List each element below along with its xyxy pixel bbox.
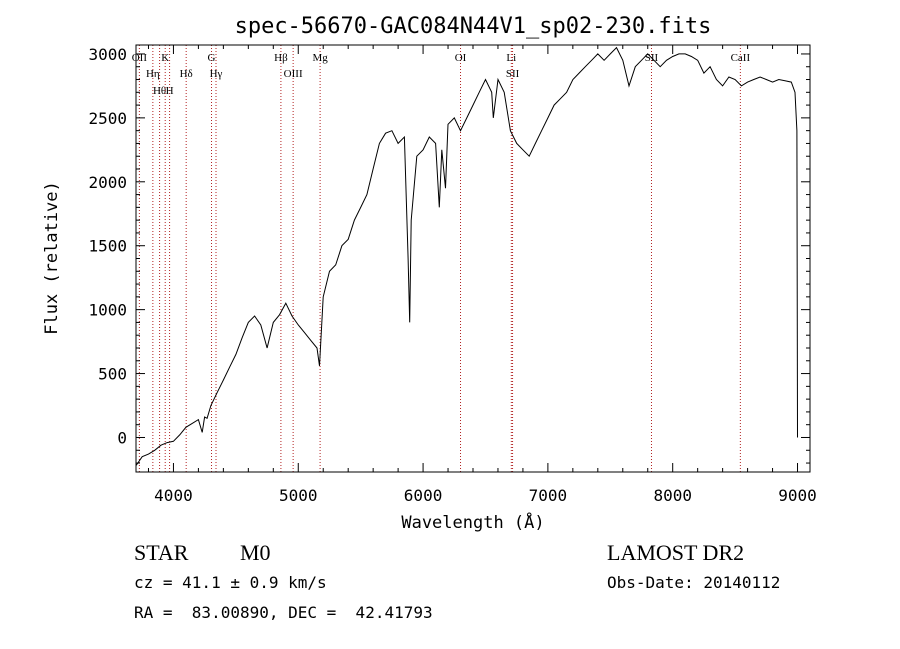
- y-tick-label: 1000: [88, 301, 127, 320]
- line-marker-label-15: CaII: [731, 52, 751, 64]
- spectral-subclass: M0: [240, 540, 271, 565]
- line-marker-label-4: K: [161, 52, 169, 64]
- y-tick-label: 0: [117, 428, 127, 447]
- redshift-velocity: cz = 41.1 ± 0.9 km/s: [134, 573, 327, 592]
- chart-title: spec-56670-GAC084N44V1_sp02-230.fits: [235, 14, 712, 39]
- x-tick-label: 4000: [154, 486, 193, 505]
- x-axis: 4000 5000 6000 7000 8000 9000: [147, 45, 817, 505]
- line-marker-label-7: G: [208, 52, 216, 64]
- x-axis-label: Wavelength (Å): [401, 511, 544, 533]
- x-tick-label: 8000: [653, 486, 692, 505]
- y-tick-label: 500: [98, 365, 127, 384]
- line-marker-label-9: OIII: [284, 68, 303, 80]
- x-tick-label: 7000: [529, 486, 568, 505]
- y-axis-label: Flux (relative): [42, 181, 62, 335]
- line-marker-label-12: SII: [506, 68, 520, 80]
- y-axis: 0 500 1000 1500 2000 2500 3000: [88, 45, 810, 464]
- plot-frame: [135, 44, 811, 473]
- y-tick-label: 2500: [88, 109, 127, 128]
- line-marker-label-8: Hβ: [274, 52, 288, 64]
- line-marker-label-10: Mg: [312, 52, 328, 64]
- line-marker-label-5: Hδ: [180, 68, 193, 80]
- spectrum-line: [135, 46, 798, 466]
- line-marker-label-11: OI: [455, 52, 467, 64]
- line-marker-label-13: Li: [506, 52, 516, 64]
- y-tick-label: 3000: [88, 45, 127, 64]
- coordinates: RA = 83.00890, DEC = 42.41793: [134, 603, 433, 622]
- y-tick-label: 2000: [88, 173, 127, 192]
- y-tick-label: 1500: [88, 237, 127, 256]
- x-tick-label: 5000: [279, 486, 318, 505]
- x-tick-label: 9000: [778, 486, 817, 505]
- x-tick-label: 6000: [404, 486, 443, 505]
- line-marker-label-6: Hγ: [210, 68, 223, 80]
- line-marker-label-0: Hη: [146, 68, 160, 80]
- observation-date: Obs-Date: 20140112: [607, 573, 781, 592]
- line-marker-label-3: H: [166, 85, 174, 97]
- line-marker-label-1: Hθ: [153, 85, 166, 97]
- survey-name: LAMOST DR2: [607, 540, 745, 565]
- object-type: STAR: [134, 540, 189, 565]
